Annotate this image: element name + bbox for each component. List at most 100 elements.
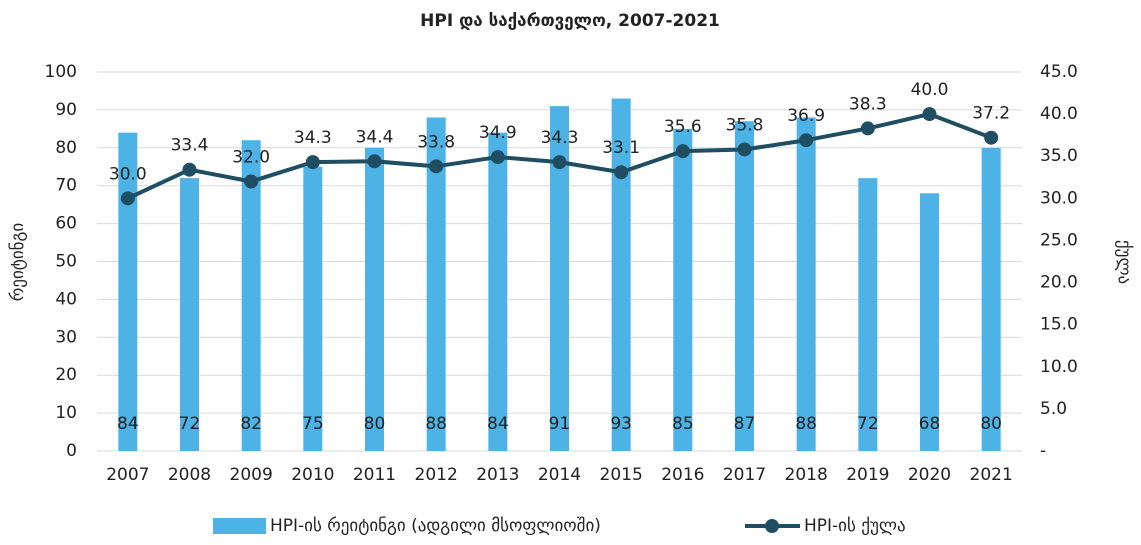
line-marker [429,159,444,174]
x-tick-label: 2017 [723,465,766,485]
y2-tick-label: 5.0 [1040,399,1067,419]
bar [796,117,816,451]
line-marker [182,162,197,177]
bar [611,98,631,451]
y-tick-label: 30 [55,327,77,347]
x-tick-label: 2010 [291,465,334,485]
bar-value-label: 91 [549,414,571,434]
y-tick-label: 40 [55,289,77,309]
bar [303,166,323,451]
y-tick-label: 10 [55,403,77,423]
y2-tick-label: 15.0 [1040,315,1078,335]
line-value-label: 30.0 [109,164,147,184]
line-marker [984,130,999,145]
x-tick-label: 2012 [415,465,458,485]
bar [735,121,754,452]
x-tick-label: 2020 [908,465,951,485]
x-tick-label: 2019 [846,465,889,485]
y-tick-label: 50 [55,252,77,272]
line-value-label: 34.3 [294,128,332,148]
bar-value-label: 75 [302,414,324,434]
bar [981,147,1001,452]
legend-marker [765,519,779,533]
bar-value-label: 68 [919,414,941,434]
bar-value-label: 82 [240,414,262,434]
bar-value-label: 80 [364,414,386,434]
line-value-label: 34.9 [479,123,517,143]
line-marker [737,142,752,157]
bar-value-label: 72 [857,414,879,434]
line-value-label: 33.4 [171,136,209,156]
x-tick-label: 2014 [538,465,581,485]
bar-value-label: 72 [179,414,201,434]
x-tick-label: 2007 [106,465,149,485]
y-tick-label: 70 [55,176,77,196]
line-value-label: 35.8 [726,115,764,135]
y-tick-label: 20 [55,365,77,385]
bar-value-label: 87 [734,414,756,434]
bar [488,132,508,451]
line-marker [244,174,259,189]
bar [550,106,569,452]
y-tick-label: 0 [66,441,77,461]
line-marker [675,144,690,159]
bar [920,193,939,451]
bar-value-label: 88 [425,414,447,434]
legend-label: HPI-ის რეიტინგი (ადგილი მსოფლიოში) [270,516,601,536]
x-tick-label: 2018 [785,465,828,485]
y-tick-label: 90 [55,100,77,120]
legend-label: HPI-ის ქულა [804,516,906,536]
line-marker [367,154,382,169]
bar [118,132,138,451]
y2-tick-label: 45.0 [1040,62,1078,82]
x-tick-label: 2013 [476,465,519,485]
line-marker [552,155,567,170]
line-marker [860,121,875,136]
bar [426,117,446,451]
line-value-label: 34.4 [356,127,394,147]
bar [365,147,384,452]
line-value-label: 35.6 [664,117,702,137]
y-tick-label: 80 [55,138,77,158]
x-tick-label: 2015 [600,465,643,485]
x-tick-label: 2016 [661,465,704,485]
bar-value-label: 93 [610,414,632,434]
line-marker [614,165,629,180]
line-marker [490,150,505,165]
bar-value-label: 88 [795,414,817,434]
line-value-label: 37.2 [972,104,1010,124]
x-tick-label: 2009 [230,465,273,485]
line-value-label: 34.3 [541,128,579,148]
x-tick-label: 2021 [970,465,1013,485]
y2-tick-label: 20.0 [1040,273,1078,293]
line-value-label: 36.9 [787,106,825,126]
y2-axis-label: ქულა [1114,240,1134,284]
line-value-label: 38.3 [849,94,887,114]
bar-value-label: 85 [672,414,694,434]
bar-value-label: 80 [980,414,1002,434]
chart-title: HPI და საქართველო, 2007-2021 [420,11,720,31]
line-value-label: 32.0 [232,147,270,167]
y2-tick-label: 35.0 [1040,146,1078,166]
y-tick-label: 60 [55,214,77,234]
y-axis-label: რეიტინგი [8,223,28,301]
y2-tick-label: 10.0 [1040,357,1078,377]
x-tick-label: 2008 [168,465,211,485]
line-marker [922,107,937,122]
y2-tick-label: 40.0 [1040,104,1078,124]
bar [673,128,693,451]
line-marker [799,133,814,148]
line-marker [120,191,135,206]
bar [180,178,199,451]
bar-value-label: 84 [117,414,139,434]
y-tick-label: 100 [45,62,77,82]
bar [858,178,878,451]
y2-tick-label: - [1040,441,1046,461]
line-value-label: 33.1 [602,138,640,158]
legend-swatch [213,518,266,534]
bar [241,140,261,451]
y2-tick-label: 30.0 [1040,188,1078,208]
line-marker [305,155,320,170]
bar-value-label: 84 [487,414,509,434]
